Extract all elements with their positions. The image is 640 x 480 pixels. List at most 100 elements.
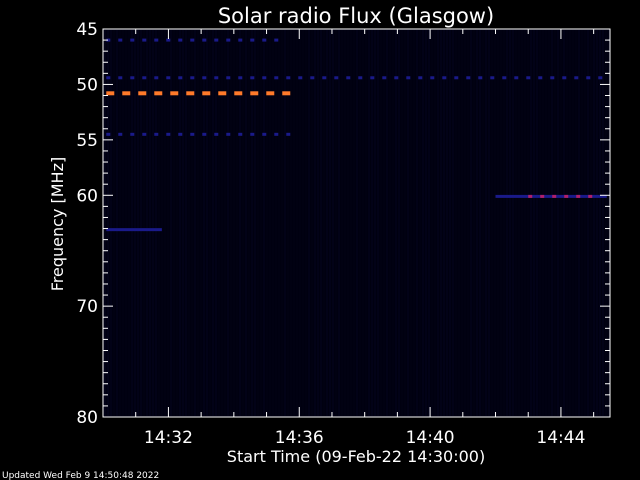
feature-segment	[310, 76, 315, 80]
feature-segment	[322, 76, 327, 80]
feature-segment	[358, 76, 363, 80]
feature-segment	[538, 76, 543, 80]
updated-timestamp: Updated Wed Feb 9 14:50:48 2022	[2, 471, 159, 480]
feature-segment	[106, 132, 111, 136]
feature-segment	[178, 132, 183, 136]
feature-segment	[250, 76, 255, 80]
feature-segment	[478, 76, 483, 80]
feature-segment	[178, 76, 183, 80]
feature-segment	[250, 91, 259, 96]
feature-segment	[118, 76, 123, 80]
x-tick-label: 14:44	[536, 428, 585, 448]
feature-segment	[454, 76, 459, 80]
feature-segment	[586, 76, 591, 80]
feature-segment	[214, 132, 219, 136]
y-tick-label: 50	[76, 75, 98, 95]
feature-segment	[234, 91, 243, 96]
chart-title: Solar radio Flux (Glasgow)	[218, 4, 494, 28]
feature-segment	[576, 194, 581, 198]
feature-segment	[118, 38, 123, 42]
feature-segment	[178, 38, 183, 42]
feature-segment	[564, 194, 569, 198]
axis-ticks	[103, 28, 610, 418]
feature-segment	[490, 76, 495, 80]
feature-segment	[202, 38, 207, 42]
feature-segment	[286, 76, 291, 80]
y-axis-label: Frequency [MHz]	[48, 157, 67, 291]
feature-segment	[370, 76, 375, 80]
plot-frame	[102, 28, 611, 418]
feature-segment	[250, 38, 255, 42]
feature-segment	[262, 76, 267, 80]
noise-texture	[104, 30, 610, 416]
y-tick-label: 80	[76, 408, 98, 428]
feature-segment	[154, 38, 159, 42]
y-tick-label: 70	[76, 297, 98, 317]
feature-segment	[190, 132, 195, 136]
feature-segment	[142, 38, 147, 42]
feature-segment	[442, 76, 447, 80]
x-axis-label: Start Time (09-Feb-22 14:30:00)	[227, 447, 485, 466]
feature-segment	[298, 76, 303, 80]
feature-segment	[382, 76, 387, 80]
feature-segment	[562, 76, 567, 80]
feature-segment	[552, 194, 557, 198]
feature-segment	[106, 76, 111, 80]
feature-band	[495, 194, 607, 198]
feature-segment	[418, 76, 423, 80]
feature-segment	[502, 76, 507, 80]
feature-segment	[430, 76, 435, 80]
feature-segment	[214, 38, 219, 42]
feature-segment	[238, 38, 243, 42]
feature-segment	[138, 91, 147, 96]
feature-segment	[214, 76, 219, 80]
feature-segment	[262, 38, 267, 42]
feature-segment	[406, 76, 411, 80]
feature-segment	[526, 76, 531, 80]
feature-segment	[528, 194, 533, 198]
feature-segment	[250, 132, 255, 136]
feature-segment	[466, 76, 471, 80]
feature-segment	[118, 132, 123, 136]
feature-segment	[154, 132, 159, 136]
feature-segment	[394, 76, 399, 80]
feature-segment	[186, 91, 195, 96]
feature-segment	[122, 91, 131, 96]
x-tick-label: 14:36	[275, 428, 324, 448]
feature-segment	[266, 91, 275, 96]
feature-segment	[130, 132, 135, 136]
feature-segment	[190, 38, 195, 42]
feature-segment	[286, 132, 291, 136]
feature-segment	[238, 132, 243, 136]
feature-segment	[514, 76, 519, 80]
plot-area	[102, 28, 611, 418]
feature-segment	[598, 76, 603, 80]
feature-segment	[282, 91, 291, 96]
feature-segment	[142, 132, 147, 136]
feature-segment	[166, 38, 171, 42]
feature-segment	[540, 194, 545, 198]
feature-segment	[154, 91, 163, 96]
y-tick-label: 55	[76, 131, 98, 151]
feature-segment	[166, 132, 171, 136]
feature-segment	[170, 91, 179, 96]
feature-segment	[130, 38, 135, 42]
feature-segment	[226, 132, 231, 136]
feature-segment	[106, 91, 115, 96]
feature-segment	[274, 132, 279, 136]
feature-segment	[154, 76, 159, 80]
feature-segment	[226, 38, 231, 42]
feature-segment	[190, 76, 195, 80]
feature-segment	[166, 76, 171, 80]
feature-segment	[106, 38, 111, 42]
x-tick-label: 14:32	[144, 428, 193, 448]
y-tick-label: 60	[76, 186, 98, 206]
feature-segment	[238, 76, 243, 80]
feature-band	[106, 228, 162, 232]
feature-segment	[226, 76, 231, 80]
feature-segment	[550, 76, 555, 80]
feature-segment	[334, 76, 339, 80]
feature-segment	[274, 38, 279, 42]
feature-segment	[142, 76, 147, 80]
